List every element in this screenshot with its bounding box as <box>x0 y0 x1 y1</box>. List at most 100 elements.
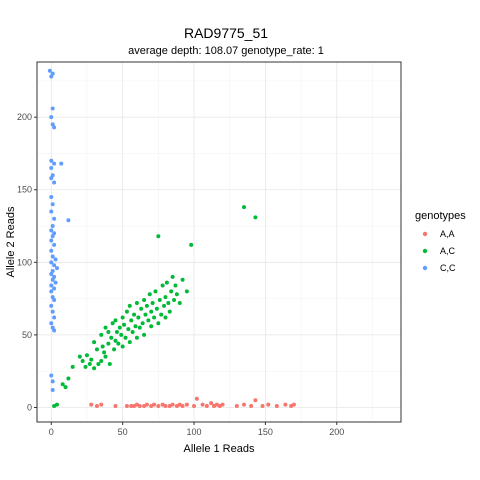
point-a-c-62 <box>153 289 158 294</box>
point-c-c-23 <box>49 238 54 243</box>
point-a-a-20 <box>180 404 185 409</box>
point-a-c-20 <box>103 354 108 359</box>
point-a-c-65 <box>156 234 161 239</box>
point-a-c-41 <box>127 303 132 308</box>
point-c-c-44 <box>49 321 54 326</box>
point-a-a-13 <box>156 404 161 409</box>
point-a-c-22 <box>106 341 111 346</box>
legend-key-a-c <box>422 248 428 254</box>
point-c-c-49 <box>50 388 55 393</box>
point-c-c-3 <box>50 106 55 111</box>
point-a-a-34 <box>253 398 258 403</box>
point-a-a-2 <box>99 402 104 407</box>
point-c-c-17 <box>49 209 54 214</box>
point-a-c-25 <box>109 335 114 340</box>
point-a-a-17 <box>170 402 175 407</box>
point-a-c-69 <box>162 303 167 308</box>
point-a-a-3 <box>113 404 118 409</box>
point-a-c-53 <box>142 332 147 337</box>
point-a-a-15 <box>163 404 168 409</box>
point-c-c-48 <box>50 379 55 384</box>
point-c-c-24 <box>52 242 57 247</box>
legend-label-c-c: C,C <box>440 263 456 273</box>
x-tick-label-1: 50 <box>118 427 128 437</box>
point-a-c-37 <box>123 335 128 340</box>
point-c-c-9 <box>49 165 54 170</box>
point-a-c-8 <box>83 364 88 369</box>
point-a-a-23 <box>194 396 199 401</box>
point-a-c-64 <box>156 321 161 326</box>
point-a-a-37 <box>274 404 279 409</box>
point-a-a-32 <box>241 402 246 407</box>
data-points <box>47 68 296 409</box>
point-a-c-51 <box>140 321 145 326</box>
point-a-a-40 <box>291 402 296 407</box>
point-a-c-81 <box>180 277 185 282</box>
point-a-c-50 <box>139 306 144 311</box>
y-axis-label: Allele 2 Reads <box>5 206 17 277</box>
point-c-c-46 <box>52 328 57 333</box>
y-tick-label-1: 50 <box>22 330 32 340</box>
point-a-c-4 <box>66 376 71 381</box>
point-a-c-10 <box>87 361 92 366</box>
point-c-c-27 <box>53 257 58 262</box>
point-a-c-82 <box>184 289 189 294</box>
legend-title: genotypes <box>415 210 466 222</box>
point-a-c-75 <box>169 289 174 294</box>
point-a-c-29 <box>113 318 118 323</box>
point-a-c-40 <box>127 340 132 345</box>
point-c-c-13 <box>59 161 64 166</box>
point-a-c-59 <box>149 324 154 329</box>
point-c-c-36 <box>49 283 54 288</box>
point-a-c-35 <box>120 315 125 320</box>
point-c-c-47 <box>49 373 54 378</box>
point-c-c-2 <box>49 74 54 79</box>
point-a-c-56 <box>146 318 151 323</box>
point-a-c-2 <box>60 382 65 387</box>
point-c-c-7 <box>49 158 54 163</box>
point-c-c-6 <box>52 125 57 130</box>
point-a-a-12 <box>152 402 157 407</box>
y-axis-ticks: 0 50 100 150 200 <box>17 112 37 412</box>
point-c-c-41 <box>49 303 54 308</box>
point-a-c-61 <box>152 315 157 320</box>
point-c-c-29 <box>52 263 57 268</box>
point-c-c-43 <box>52 315 57 320</box>
point-a-c-3 <box>63 385 68 390</box>
y-tick-label-3: 150 <box>17 185 32 195</box>
point-a-c-44 <box>132 312 137 317</box>
y-tick-label-0: 0 <box>27 402 32 412</box>
point-a-c-76 <box>170 274 175 279</box>
point-c-c-38 <box>49 289 54 294</box>
point-a-c-49 <box>137 325 142 330</box>
point-c-c-34 <box>50 277 55 282</box>
point-a-c-33 <box>119 332 124 337</box>
point-a-c-42 <box>129 318 134 323</box>
point-a-a-22 <box>192 404 197 409</box>
point-a-c-36 <box>122 322 127 327</box>
legend-label-a-c: A,C <box>440 246 456 256</box>
point-a-c-1 <box>54 402 59 407</box>
point-c-c-19 <box>50 224 55 229</box>
point-a-a-24 <box>200 402 205 407</box>
x-axis-label: Allele 1 Reads <box>184 443 255 455</box>
point-c-c-26 <box>50 254 55 259</box>
point-c-c-42 <box>50 309 55 314</box>
x-tick-label-2: 100 <box>187 427 202 437</box>
legend-key-a-a <box>422 231 428 237</box>
point-a-c-67 <box>159 312 164 317</box>
point-c-c-20 <box>49 228 54 233</box>
point-a-c-32 <box>117 325 122 330</box>
point-a-c-15 <box>96 361 101 366</box>
point-a-c-79 <box>174 292 179 297</box>
point-a-c-46 <box>134 335 139 340</box>
x-tick-label-0: 0 <box>49 427 54 437</box>
point-a-c-11 <box>89 357 94 362</box>
y-tick-label-2: 100 <box>17 257 32 267</box>
point-a-a-31 <box>234 404 239 409</box>
point-c-c-18 <box>52 216 57 221</box>
chart-title: RAD9775_51 <box>184 25 268 41</box>
point-a-c-55 <box>144 303 149 308</box>
point-c-c-28 <box>49 260 54 265</box>
point-a-c-54 <box>143 312 148 317</box>
